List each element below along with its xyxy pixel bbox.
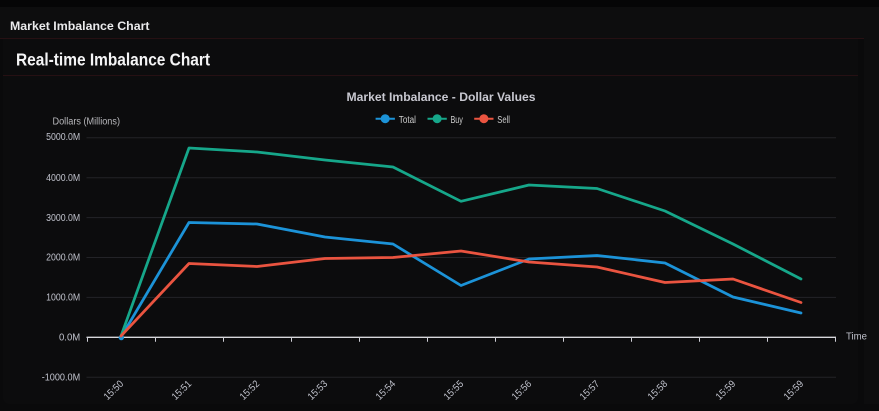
svg-text:15:50: 15:50 [102, 378, 126, 402]
svg-text:15:51: 15:51 [170, 378, 194, 402]
svg-text:Buy: Buy [451, 115, 463, 126]
svg-text:-1000.0M: -1000.0M [42, 372, 81, 383]
svg-text:3000.0M: 3000.0M [46, 213, 80, 224]
svg-text:2000.0M: 2000.0M [46, 253, 80, 264]
svg-text:15:53: 15:53 [306, 378, 330, 402]
svg-text:15:55: 15:55 [442, 378, 466, 402]
svg-text:Market Imbalance - Dollar Valu: Market Imbalance - Dollar Values [347, 91, 537, 104]
svg-text:Market Imbalance Chart: Market Imbalance Chart [10, 19, 150, 33]
svg-text:15:59: 15:59 [782, 378, 806, 402]
svg-text:Real-time Imbalance Chart: Real-time Imbalance Chart [16, 49, 210, 69]
svg-text:15:57: 15:57 [578, 378, 602, 402]
svg-text:Time: Time [846, 332, 867, 343]
svg-text:5000.0M: 5000.0M [46, 132, 80, 143]
svg-text:4000.0M: 4000.0M [46, 173, 80, 184]
svg-text:Sell: Sell [497, 115, 510, 126]
svg-text:15:58: 15:58 [646, 378, 670, 402]
svg-text:15:54: 15:54 [374, 378, 398, 402]
svg-text:0.0M: 0.0M [59, 333, 80, 344]
svg-text:15:56: 15:56 [510, 378, 534, 402]
svg-text:15:52: 15:52 [238, 378, 262, 402]
svg-text:1000.0M: 1000.0M [46, 293, 80, 304]
svg-text:15:59: 15:59 [714, 378, 738, 402]
svg-text:Dollars (Millions): Dollars (Millions) [53, 116, 121, 127]
svg-text:Total: Total [399, 115, 416, 126]
